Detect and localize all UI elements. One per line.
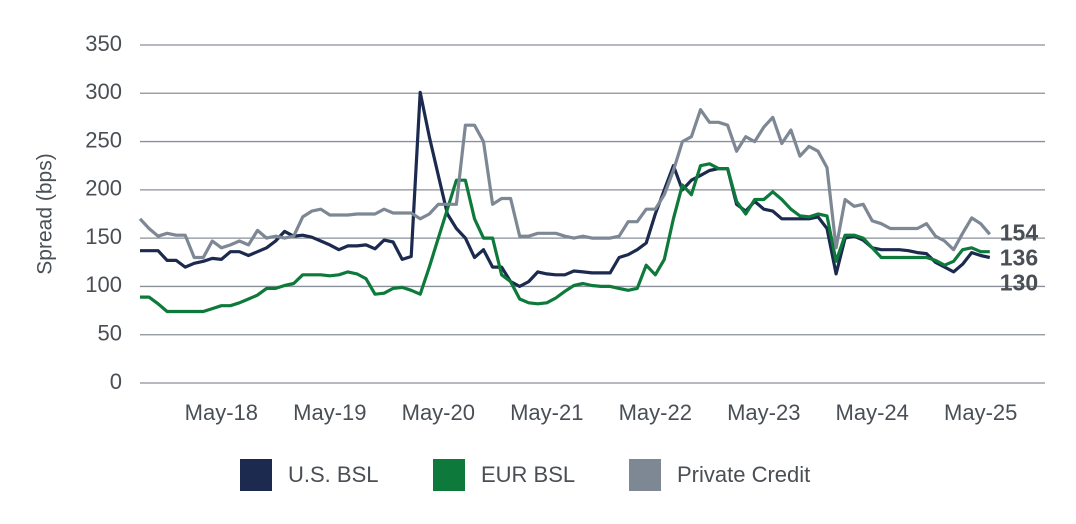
y-tick-label: 200	[85, 176, 122, 201]
y-axis-label: Spread (bps)	[34, 153, 57, 274]
y-tick-label: 0	[110, 369, 122, 394]
series-line	[140, 90, 991, 288]
legend-label: EUR BSL	[481, 462, 575, 487]
legend-label: U.S. BSL	[288, 462, 378, 487]
x-tick-label: May-23	[727, 400, 800, 425]
y-tick-label: 50	[98, 321, 122, 346]
legend-swatch	[629, 459, 661, 491]
legend-swatch	[433, 459, 465, 491]
end-label: 130	[1000, 269, 1038, 295]
legend-label: Private Credit	[677, 462, 810, 487]
x-tick-label: May-21	[510, 400, 583, 425]
series-line	[138, 108, 992, 260]
y-tick-label: 150	[85, 224, 122, 249]
end-label: 136	[1000, 244, 1038, 270]
y-tick-label: 100	[85, 272, 122, 297]
x-tick-label: May-22	[619, 400, 692, 425]
x-tick-label: May-20	[402, 400, 475, 425]
x-tick-label: May-18	[185, 400, 258, 425]
y-tick-label: 250	[85, 127, 122, 152]
y-tick-label: 350	[85, 31, 122, 56]
y-tick-label: 300	[85, 79, 122, 104]
x-tick-label: May-25	[944, 400, 1017, 425]
series-line	[140, 162, 990, 314]
legend-swatch	[240, 459, 272, 491]
x-tick-label: May-24	[836, 400, 909, 425]
end-label: 154	[1000, 219, 1039, 245]
x-tick-label: May-19	[293, 400, 366, 425]
